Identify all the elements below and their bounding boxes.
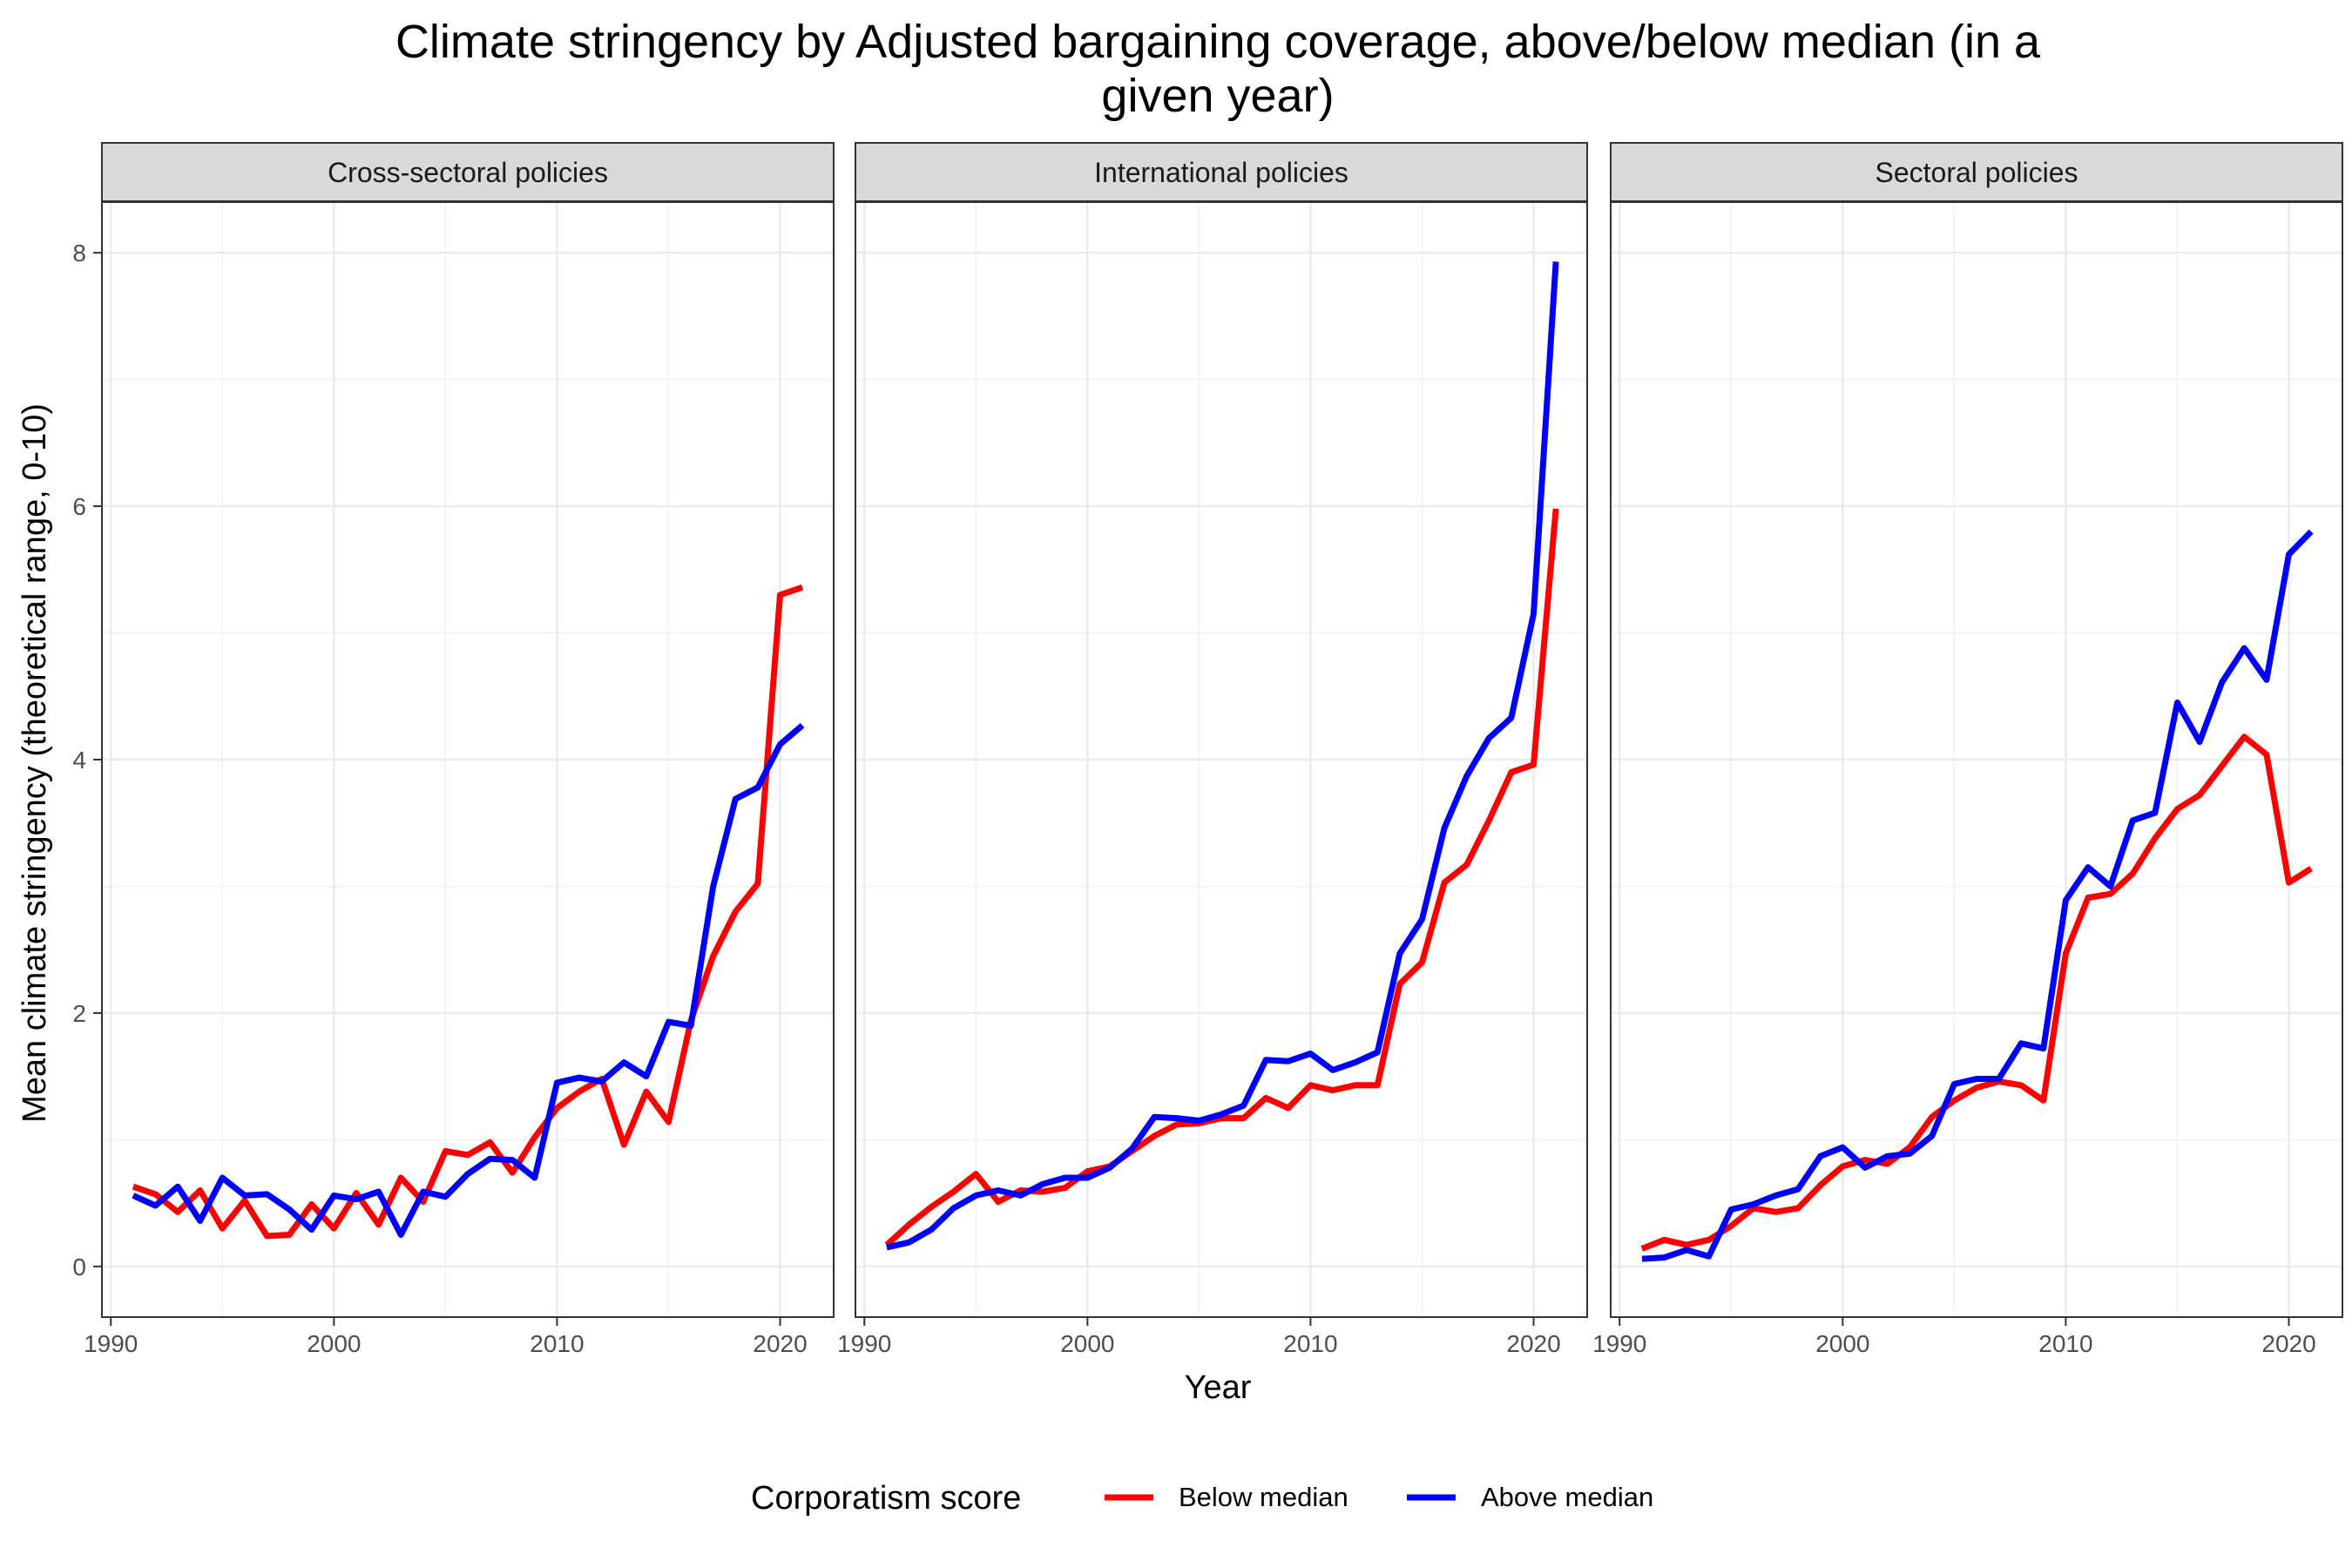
x-tick-label: 2020 [2261, 1330, 2315, 1357]
x-tick-label: 1990 [837, 1330, 891, 1357]
x-tick-label: 2010 [530, 1330, 584, 1357]
facet-strip [855, 142, 1588, 202]
series-line-below-median [884, 508, 1559, 1247]
legend-label-below-median: Below median [1179, 1482, 1348, 1512]
panel-1: Cross-sectoral policies 1990 2000 2010 2020 0… [72, 142, 835, 1357]
panel-border [1610, 201, 2343, 1318]
series-line-below-median [1640, 733, 2313, 1252]
facet-strip [101, 142, 835, 202]
x-axis-title: Year [1185, 1369, 1252, 1406]
x-tick-label: 2000 [1815, 1330, 1869, 1357]
y-tick-label: 6 [72, 493, 86, 520]
x-tick-label: 2010 [2038, 1330, 2092, 1357]
y-tick-label: 2 [72, 1000, 86, 1027]
chart-title-line-1: Climate stringency by Adjusted bargainin… [395, 16, 2041, 68]
x-tick-label: 1990 [84, 1330, 138, 1357]
facet-strip-label: International policies [1094, 157, 1348, 188]
panel-2: International policies 1990 2000 2010 2020 [837, 142, 1588, 1357]
x-tick-label: 2020 [1506, 1330, 1560, 1357]
y-tick-label: 0 [72, 1254, 86, 1281]
facet-strip-label: Cross-sectoral policies [328, 157, 608, 188]
x-tick-label: 1990 [1592, 1330, 1646, 1357]
panel-3: Sectoral policies 1990 2000 2010 2020 [1592, 142, 2343, 1357]
x-tick-label: 2000 [307, 1330, 361, 1357]
y-tick-label: 4 [72, 747, 86, 774]
panel-border [855, 201, 1588, 1318]
y-tick-label: 8 [72, 240, 86, 267]
legend-title: Corporatism score [751, 1480, 1021, 1517]
series-line-above-median [886, 261, 1559, 1251]
x-tick-label: 2010 [1283, 1330, 1337, 1357]
facet-strip-label: Sectoral policies [1876, 157, 2078, 188]
legend-label-above-median: Above median [1481, 1482, 1653, 1512]
x-tick-label: 2000 [1060, 1330, 1114, 1357]
legend: Corporatism score Below median Above med… [751, 1480, 1653, 1517]
x-tick-label: 2020 [753, 1330, 807, 1357]
y-axis-title: Mean climate stringency (theoretical ran… [17, 403, 53, 1123]
facet-strip [1610, 142, 2343, 202]
chart-title-line-2: given year) [1101, 70, 1334, 122]
series-line-above-median [132, 723, 805, 1238]
series-line-above-median [1641, 529, 2314, 1262]
